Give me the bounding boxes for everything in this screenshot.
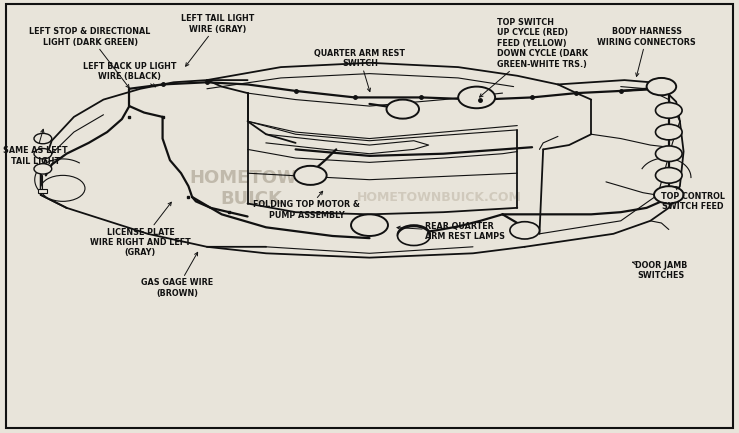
- Text: LEFT BACK UP LIGHT
WIRE (BLACK): LEFT BACK UP LIGHT WIRE (BLACK): [83, 62, 176, 87]
- Text: TOP CONTROL
SWITCH FEED: TOP CONTROL SWITCH FEED: [661, 187, 725, 211]
- FancyBboxPatch shape: [38, 189, 47, 193]
- Text: LEFT TAIL LIGHT
WIRE (GRAY): LEFT TAIL LIGHT WIRE (GRAY): [181, 14, 255, 66]
- Text: SAME AS LEFT
TAIL LIGHT: SAME AS LEFT TAIL LIGHT: [3, 129, 68, 165]
- Circle shape: [386, 100, 419, 119]
- Circle shape: [34, 149, 52, 159]
- Text: QUARTER ARM REST
SWITCH: QUARTER ARM REST SWITCH: [314, 49, 406, 91]
- Circle shape: [654, 186, 684, 204]
- Circle shape: [34, 164, 52, 174]
- Circle shape: [351, 214, 388, 236]
- Circle shape: [655, 124, 682, 140]
- Text: TOP SWITCH
UP CYCLE (RED)
FEED (YELLOW)
DOWN CYCLE (DARK
GREEN-WHITE TRS.): TOP SWITCH UP CYCLE (RED) FEED (YELLOW) …: [480, 18, 588, 97]
- Text: HOMETOWNBUICK.COM: HOMETOWNBUICK.COM: [357, 191, 522, 204]
- Text: FOLDING TOP MOTOR &
PUMP ASSEMBLY: FOLDING TOP MOTOR & PUMP ASSEMBLY: [253, 191, 360, 220]
- Text: HOMETOWN
BUICK: HOMETOWN BUICK: [190, 169, 313, 208]
- Circle shape: [655, 146, 682, 162]
- Text: DOOR JAMB
SWITCHES: DOOR JAMB SWITCHES: [633, 261, 687, 280]
- Text: GAS GAGE WIRE
(BROWN): GAS GAGE WIRE (BROWN): [141, 252, 214, 297]
- Text: LEFT STOP & DIRECTIONAL
LIGHT (DARK GREEN): LEFT STOP & DIRECTIONAL LIGHT (DARK GREE…: [30, 27, 151, 88]
- Circle shape: [458, 87, 495, 108]
- Circle shape: [41, 175, 85, 201]
- Circle shape: [294, 166, 327, 185]
- Circle shape: [398, 226, 430, 246]
- Circle shape: [647, 78, 676, 95]
- Circle shape: [510, 222, 539, 239]
- Circle shape: [34, 133, 52, 144]
- Circle shape: [398, 225, 430, 244]
- Text: REAR QUARTER
ARM REST LAMPS: REAR QUARTER ARM REST LAMPS: [397, 222, 505, 241]
- Text: BODY HARNESS
WIRING CONNECTORS: BODY HARNESS WIRING CONNECTORS: [597, 27, 696, 76]
- Circle shape: [655, 103, 682, 118]
- Circle shape: [655, 168, 682, 183]
- Text: LICENSE PLATE
WIRE RIGHT AND LEFT
(GRAY): LICENSE PLATE WIRE RIGHT AND LEFT (GRAY): [90, 202, 191, 257]
